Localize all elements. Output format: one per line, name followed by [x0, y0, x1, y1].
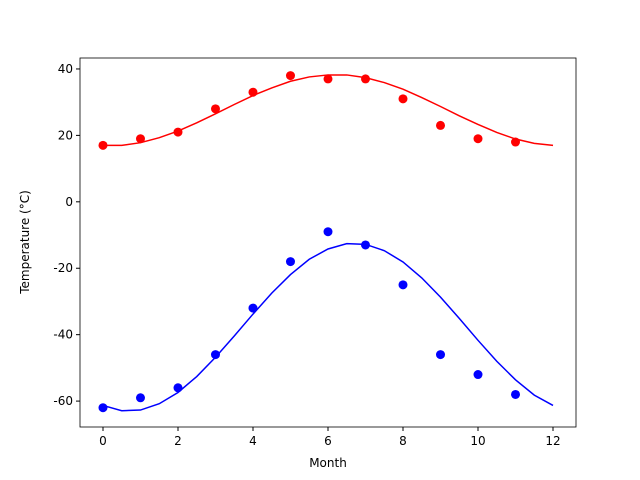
- y-tick-label: 40: [58, 62, 73, 76]
- data-point: [436, 120, 446, 130]
- x-tick-label: 4: [249, 434, 257, 448]
- y-axis-label: Temperature (°C): [18, 190, 32, 295]
- plot-frame: [79, 57, 577, 428]
- data-point: [98, 403, 108, 413]
- data-point: [323, 227, 333, 237]
- data-point: [398, 94, 408, 104]
- data-point: [398, 280, 408, 290]
- data-point: [210, 350, 220, 360]
- data-point: [473, 134, 483, 144]
- x-tick-label: 10: [470, 434, 485, 448]
- data-point: [323, 74, 333, 84]
- y-tick-label: -20: [53, 261, 73, 275]
- data-point: [248, 303, 258, 313]
- x-tick-label: 8: [399, 434, 407, 448]
- fit-line: [102, 74, 554, 147]
- data-point: [135, 393, 145, 403]
- data-point: [210, 104, 220, 114]
- y-tick-label: -60: [53, 394, 73, 408]
- data-point: [511, 389, 521, 399]
- data-point: [285, 71, 295, 81]
- data-point: [285, 257, 295, 267]
- x-axis-label: Month: [309, 456, 347, 470]
- fit-line: [102, 242, 554, 412]
- x-tick-label: 12: [545, 434, 560, 448]
- data-point: [135, 134, 145, 144]
- data-point: [473, 370, 483, 380]
- y-tick-label: 20: [58, 128, 73, 142]
- x-tick-label: 6: [324, 434, 332, 448]
- data-point: [436, 350, 446, 360]
- y-tick-label: -40: [53, 328, 73, 342]
- data-point: [173, 383, 183, 393]
- x-tick-label: 0: [99, 434, 107, 448]
- y-tick-label: 0: [65, 195, 73, 209]
- x-tick-label: 2: [174, 434, 182, 448]
